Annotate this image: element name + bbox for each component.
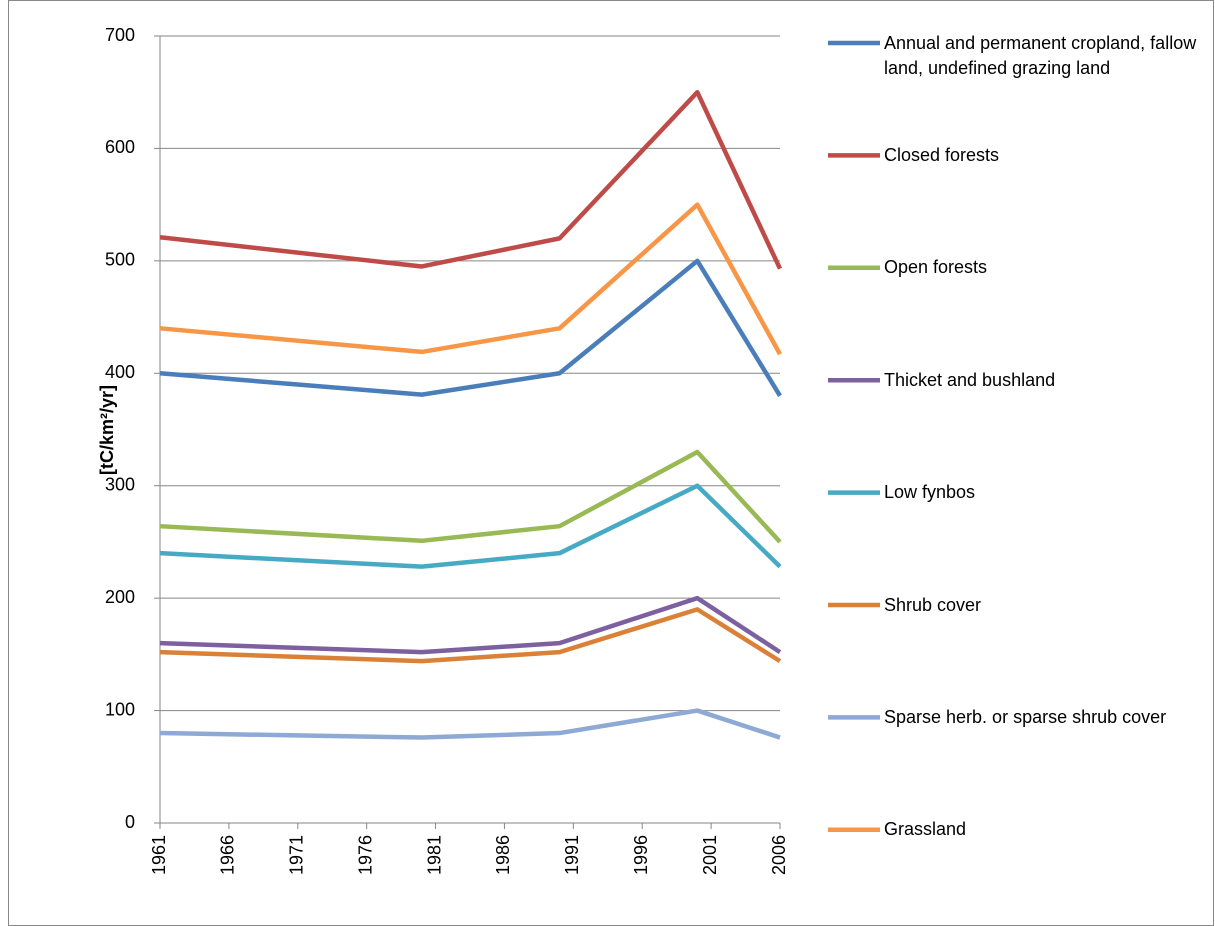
legend-label: Sparse herb. or sparse shrub cover <box>884 706 1167 727</box>
chart-border <box>8 0 1214 926</box>
legend-label: Closed forests <box>884 144 1000 165</box>
x-tick-label: 1981 <box>424 835 444 875</box>
series-line <box>159 449 782 544</box>
y-tick-label: 300 <box>105 474 135 494</box>
y-tick-label: 0 <box>125 812 135 832</box>
x-tick-label: 1986 <box>493 835 513 875</box>
y-tick-label: 400 <box>105 362 135 382</box>
y-tick-label: 100 <box>105 699 135 719</box>
legend-label: Annual and permanent cropland, fallow la… <box>884 32 1197 78</box>
y-tick-label: 200 <box>105 587 135 607</box>
x-tick-label: 1996 <box>631 835 651 875</box>
series-line <box>159 89 783 270</box>
x-tick-label: 2006 <box>769 835 789 875</box>
legend-label: Grassland <box>884 819 967 840</box>
series-line <box>159 607 782 664</box>
x-tick-label: 1991 <box>562 835 582 875</box>
x-tick-label: 1961 <box>149 835 169 875</box>
series-line <box>159 202 782 356</box>
legend-label: Thicket and bushland <box>884 369 1056 390</box>
legend-label: Low fynbos <box>884 482 976 503</box>
y-tick-label: 700 <box>105 25 135 45</box>
series-line <box>159 483 782 569</box>
series-line <box>159 595 782 655</box>
series-line <box>159 258 782 397</box>
legend-label: Open forests <box>884 257 988 278</box>
y-tick-label: 600 <box>105 137 135 157</box>
x-tick-label: 1971 <box>287 835 307 875</box>
y-axis-label: [tC/km²/yr] <box>97 385 117 475</box>
x-tick-label: 1976 <box>355 835 375 875</box>
legend-label: Shrub cover <box>884 594 982 615</box>
series-line <box>159 708 781 740</box>
y-tick-label: 500 <box>105 250 135 270</box>
x-tick-label: 1966 <box>218 835 238 875</box>
x-tick-label: 2001 <box>700 835 720 875</box>
